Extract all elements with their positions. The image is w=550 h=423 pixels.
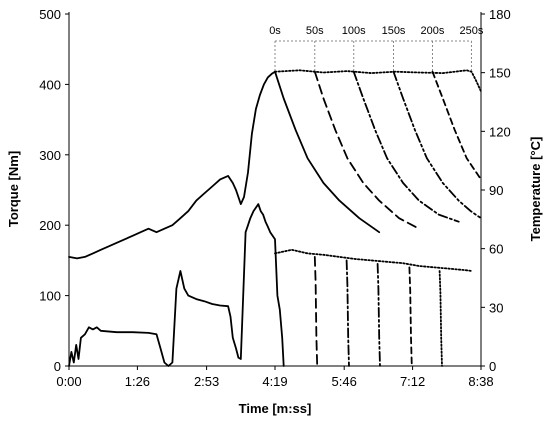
x-tick-label: 4:19 [262, 374, 287, 389]
y2-axis-title: Temperature [°C] [528, 137, 543, 242]
torque-series-line-11 [376, 262, 381, 367]
x-axis-title: Time [m:ss] [239, 401, 312, 416]
y-tick-label: 0 [54, 359, 61, 374]
y2-tick-label: 120 [489, 124, 511, 139]
y2-tick-label: 90 [489, 183, 503, 198]
temperature-series-line-6 [431, 70, 482, 181]
y2-tick-label: 60 [489, 242, 503, 257]
axes [65, 12, 485, 370]
x-tick-label: 8:38 [468, 374, 493, 389]
tick-labels: 0:00 1:26 2:53 4:19 5:46 7:12 8:38010020030040… [39, 7, 510, 389]
annotation-label: 150s [382, 25, 406, 37]
torque-series-line-10 [345, 259, 350, 367]
x-tick-label: 5:46 [332, 374, 357, 389]
torque-series-line-9 [313, 255, 319, 367]
release-time-annotations: 0s 50s 100s 150s 200s 250s [269, 25, 484, 73]
y2-tick-label: 30 [489, 300, 503, 315]
temperature-series-line-2 [274, 70, 381, 234]
x-tick-label: 7:12 [400, 374, 425, 389]
y-tick-label: 300 [39, 148, 61, 163]
torque-series-line-13 [438, 270, 443, 367]
y-axis-title: Torque [Nm] [6, 151, 21, 227]
y-tick-label: 400 [39, 77, 61, 92]
temperature-series-line-5 [392, 70, 482, 220]
series-layer [68, 69, 482, 367]
y-tick-label: 100 [39, 289, 61, 304]
temperature-series-line-4 [352, 70, 460, 223]
annotation-label: 250s [460, 25, 484, 37]
torque-series-line-8 [274, 248, 473, 272]
annotation-label: 200s [421, 25, 445, 37]
y-tick-label: 500 [39, 7, 61, 22]
x-tick-label: 2:53 [194, 374, 219, 389]
y-tick-label: 200 [39, 218, 61, 233]
y2-tick-label: 150 [489, 66, 511, 81]
temperature-series-line-0 [68, 70, 276, 260]
y2-tick-label: 0 [489, 359, 496, 374]
y2-tick-label: 180 [489, 7, 511, 22]
temperature-series-line-1 [274, 69, 482, 93]
x-tick-label: 0:00 [56, 374, 81, 389]
temperature-series-line-3 [313, 70, 420, 230]
torque-series-line-7 [68, 203, 285, 367]
torque-series-line-12 [408, 266, 413, 367]
annotation-label: 100s [342, 25, 366, 37]
x-tick-label: 1:26 [125, 374, 150, 389]
annotation-label: 0s [269, 25, 281, 37]
annotation-label: 50s [306, 25, 324, 37]
